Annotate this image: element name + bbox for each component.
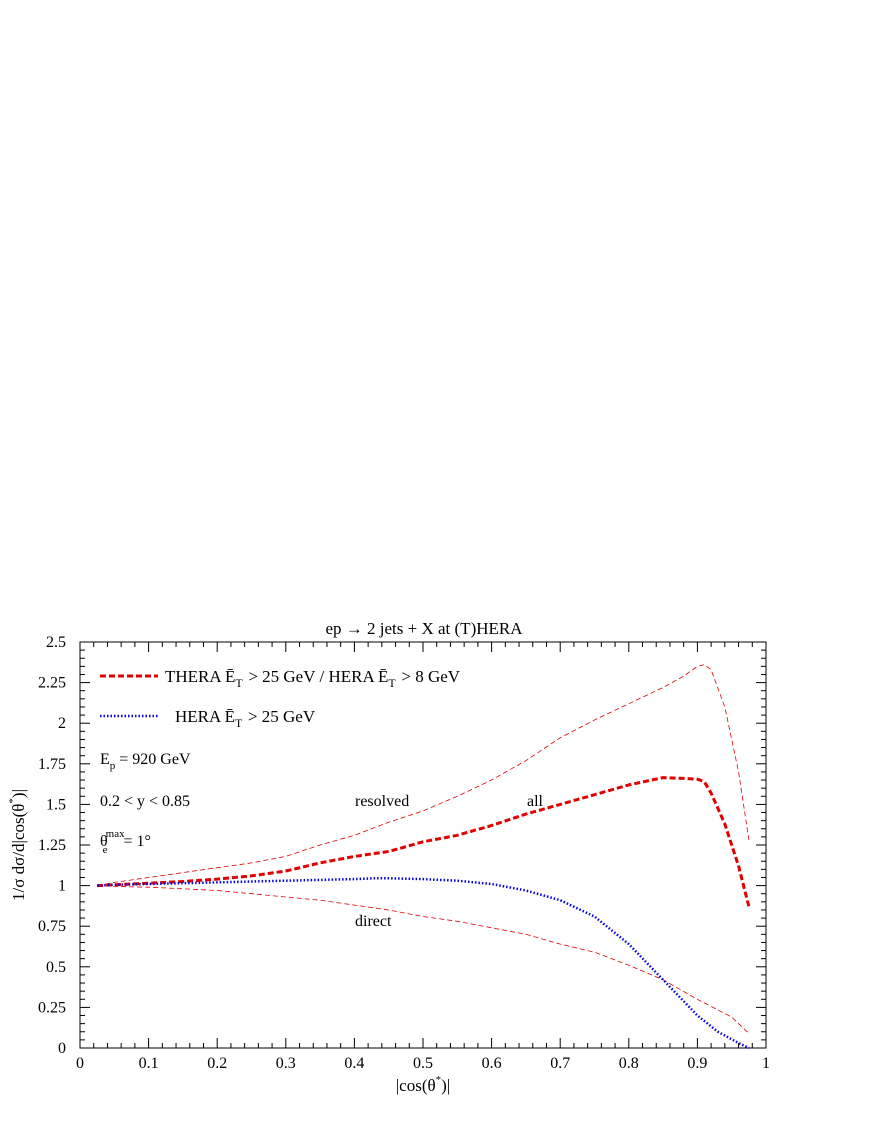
tick-labels: 0 0.1 0.2 0.3 0.4 0.5 0.6 0.7 0.8 0.9 1 0 0.25 0.5 0.7… [38,634,770,1072]
x-tick-label: 0.7 [550,1055,570,1072]
info-text: Ep = 920 GeV 0.2 < y < 0.85 θmax e = 1° [100,751,191,856]
y-tick-label: 0.25 [38,999,66,1016]
legend: THERA ĒT > 25 GeV / HERA ĒT > 8 GeV HERA … [100,667,461,730]
x-tick-label: 0.9 [687,1055,707,1072]
series-layer [97,664,751,1050]
series-line-all [97,776,751,908]
x-tick-label: 0.1 [139,1055,159,1072]
x-tick-label: 1 [762,1055,770,1072]
series-line-direct [97,885,750,1034]
y-tick-label: 2 [58,715,66,732]
info-line: 0.2 < y < 0.85 [100,793,190,810]
info-line: θmax e = 1° [100,828,151,856]
series-line-resolved [97,664,750,886]
x-axis-label: |cos(θ*)| [396,1074,450,1095]
y-tick-label: 0.5 [46,959,66,976]
series-line-hera-t-25-gev [97,877,750,1050]
legend-label: THERA ĒT > 25 GeV / HERA ĒT > 8 GeV [165,667,461,690]
annotation-resolved: resolved [355,793,409,810]
y-axis-label: 1/σ dσ/d|cos(θ*)| [7,789,28,901]
plot-frame [79,641,767,1049]
x-tick-label: 0 [76,1055,84,1072]
y-tick-label: 0.75 [38,918,66,935]
axis-labels: |cos(θ*)| 1/σ dσ/d|cos(θ*)| [7,789,450,1095]
x-tick-label: 0.6 [482,1055,502,1072]
info-line: Ep = 920 GeV [100,751,191,772]
y-tick-label: 2.25 [38,675,66,692]
annotation-direct: direct [355,913,392,930]
plot-area-border [79,641,767,1049]
x-tick-label: 0.3 [276,1055,296,1072]
y-tick-label: 1.5 [46,796,66,813]
x-tick-label: 0.4 [344,1055,364,1072]
x-tick-label: 0.5 [413,1055,433,1072]
y-tick-label: 0 [58,1040,66,1057]
y-tick-label: 2.5 [46,634,66,651]
legend-label: HERA ĒT > 25 GeV [175,707,316,730]
x-tick-label: 0.8 [619,1055,639,1072]
y-tick-label: 1.25 [38,837,66,854]
annotations: resolved all direct [355,793,544,930]
y-tick-label: 1 [58,878,66,895]
axis-ticks [79,641,767,1049]
annotation-all: all [527,793,544,810]
chart-title: ep → 2 jets + X at (T)HERA [325,619,523,638]
x-tick-label: 0.2 [207,1055,227,1072]
y-tick-label: 1.75 [38,756,66,773]
